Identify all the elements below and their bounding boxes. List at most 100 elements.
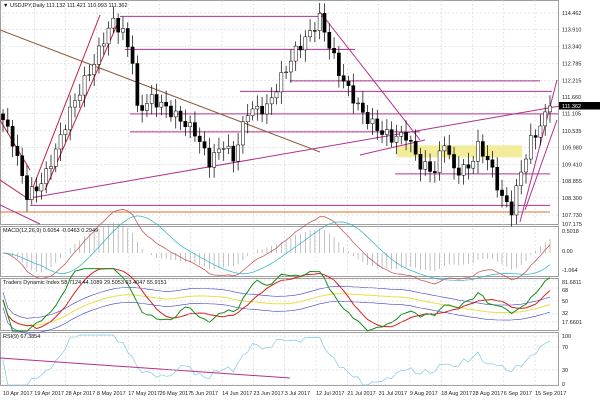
y-tick-label: 111.105 xyxy=(562,112,581,118)
candle-body xyxy=(34,186,39,192)
x-tick-label: 10 Apr 2017 xyxy=(3,391,33,397)
candle-body xyxy=(356,102,360,105)
tdi-upper-band xyxy=(2,285,551,319)
macd-main-line xyxy=(2,208,551,285)
panel-frame xyxy=(0,332,559,386)
y-tick-label: 109.980 xyxy=(562,145,582,151)
candle-body xyxy=(226,145,231,149)
x-tick-label: 28 Apr 2017 xyxy=(66,391,96,397)
candle-body xyxy=(514,185,519,216)
candle-body xyxy=(73,100,77,108)
candle-body xyxy=(399,132,404,137)
candle-body xyxy=(140,105,144,111)
candle-body xyxy=(245,115,250,123)
candle-body xyxy=(250,108,255,116)
candle-body xyxy=(10,126,15,147)
x-tick-label: 18 Aug 2017 xyxy=(441,391,472,397)
candle-body xyxy=(432,171,437,173)
x-tick-label: 31 Jul 2017 xyxy=(379,391,407,397)
candle-body xyxy=(145,103,149,111)
candle-body xyxy=(447,145,452,155)
candle-body xyxy=(504,195,509,203)
tdi-signal-line xyxy=(2,268,551,330)
candle-body xyxy=(466,164,471,169)
indicator-tick-label: 0.5018 xyxy=(562,229,579,235)
candle-body xyxy=(327,31,332,49)
candle-body xyxy=(389,129,394,143)
trendline xyxy=(0,179,31,201)
candle-body xyxy=(188,122,192,128)
candle-body xyxy=(82,75,87,96)
candle-body xyxy=(58,134,63,150)
candle-body xyxy=(159,102,164,108)
candle-body xyxy=(490,159,495,168)
candle-body xyxy=(202,141,207,149)
y-tick-label: 111.660 xyxy=(562,95,581,101)
candle-body xyxy=(476,141,480,162)
candle-body xyxy=(260,105,264,115)
y-tick-label: 114.462 xyxy=(562,11,581,17)
candle-body xyxy=(178,110,183,122)
candle-body xyxy=(375,118,380,131)
x-tick-label: 15 Sep 2017 xyxy=(535,391,566,397)
candle-body xyxy=(423,161,428,170)
y-tick-label: 112.215 xyxy=(562,78,581,84)
trendline xyxy=(524,119,558,211)
y-tick-label: 108.300 xyxy=(562,196,582,202)
candle-body xyxy=(207,147,212,168)
candle-body xyxy=(135,63,140,106)
candle-body xyxy=(365,112,370,125)
rsi-trendline xyxy=(0,357,291,379)
candle-body xyxy=(533,135,538,138)
x-tick-label: 5 Jun 2017 xyxy=(191,391,218,397)
x-tick-label: 8 May 2017 xyxy=(97,391,126,397)
candle-body xyxy=(519,171,524,186)
candle-body xyxy=(130,46,135,64)
indicator-tick-label: 32 xyxy=(562,311,568,317)
candle-body xyxy=(404,132,408,141)
candle-body xyxy=(255,105,260,110)
x-tick-label: 14 Jun 2017 xyxy=(222,391,252,397)
candle-body xyxy=(154,94,159,108)
trendline xyxy=(29,105,561,199)
candle-body xyxy=(284,71,288,74)
current-price-tag xyxy=(559,102,600,110)
candle-body xyxy=(68,106,73,131)
candle-body xyxy=(164,102,168,107)
candle-body xyxy=(308,30,312,38)
candle-body xyxy=(44,168,49,184)
candle-body xyxy=(265,103,269,115)
trendline xyxy=(319,11,421,141)
candle-body xyxy=(49,166,53,169)
trendline xyxy=(0,119,31,171)
y-tick-label: 109.410 xyxy=(562,163,582,169)
candle-body xyxy=(442,145,447,152)
y-tick-label: 113.910 xyxy=(562,28,581,34)
candle-body xyxy=(485,155,490,161)
candle-body xyxy=(53,148,58,167)
candle-body xyxy=(303,36,308,51)
candle-body xyxy=(274,91,279,99)
candle-body xyxy=(212,152,216,168)
trendline xyxy=(519,79,558,223)
main-chart-title: ▼ USDJPY,Daily 111.132 111.421 110.993 1… xyxy=(3,3,128,9)
candle-body xyxy=(197,135,202,142)
candle-body xyxy=(461,164,466,176)
candle-body xyxy=(221,148,226,150)
tdi-market-base-line xyxy=(2,293,551,327)
y-tick-label: 107.175 xyxy=(562,222,582,228)
x-tick-label: 26 May 2017 xyxy=(160,391,192,397)
candle-body xyxy=(332,48,336,54)
candle-body xyxy=(413,141,418,155)
candle-body xyxy=(351,85,356,104)
y-tick-label: 112.785 xyxy=(562,61,581,67)
candle-body xyxy=(480,141,485,157)
candle-body xyxy=(279,72,284,93)
candle-body xyxy=(337,52,341,76)
candle-body xyxy=(313,30,317,32)
y-tick-label: 107.730 xyxy=(562,213,582,219)
candle-body xyxy=(298,45,303,51)
candle-body xyxy=(437,150,442,173)
